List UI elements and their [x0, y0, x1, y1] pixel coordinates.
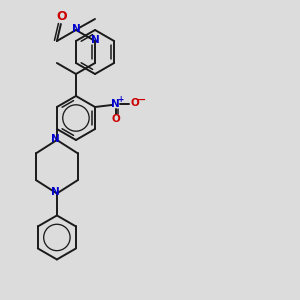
Text: N: N — [91, 35, 99, 45]
Text: +: + — [118, 95, 124, 104]
Text: N: N — [111, 99, 120, 109]
Text: O: O — [111, 114, 120, 124]
Text: N: N — [72, 24, 80, 34]
Text: −: − — [137, 95, 146, 105]
Text: O: O — [57, 11, 67, 23]
Text: N: N — [50, 134, 59, 144]
Text: N: N — [50, 188, 59, 197]
Text: O: O — [130, 98, 139, 108]
